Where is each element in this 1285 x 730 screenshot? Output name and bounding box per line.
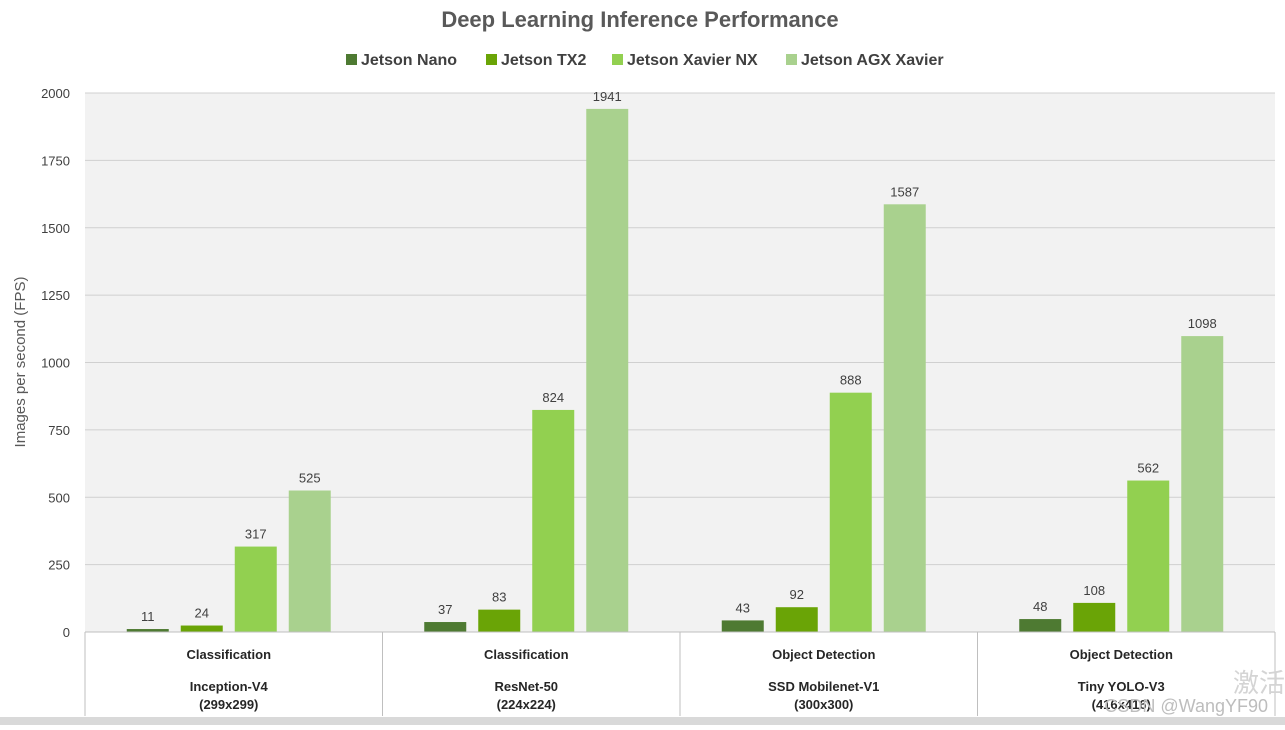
category-size-label: (224x224) [497,697,556,712]
bar [1019,619,1062,632]
category-size-label: (416x416) [1092,697,1151,712]
data-label: 108 [1083,583,1105,598]
data-label: 525 [299,471,321,486]
bar [126,629,169,632]
bar [775,607,818,632]
bar [1073,602,1116,632]
y-tick-label: 2000 [41,86,70,101]
watermark-text: CSDN @WangYF90 [1104,696,1268,716]
bar [1127,480,1170,632]
legend-swatch [486,54,497,65]
y-tick-label: 1500 [41,221,70,236]
category-task-label: Object Detection [772,647,875,662]
legend-label: Jetson Xavier NX [627,52,758,69]
watermark-corner-text: 激活 [1233,668,1285,698]
category-model-label: Inception-V4 [190,679,269,694]
data-label: 37 [438,602,452,617]
y-tick-label: 0 [63,625,70,640]
legend-swatch [346,54,357,65]
data-label: 317 [245,527,267,542]
data-label: 92 [790,587,804,602]
category-task-label: Classification [484,647,569,662]
data-label: 1941 [593,89,622,104]
data-label: 1587 [890,184,919,199]
y-tick-label: 1750 [41,153,70,168]
category-model-label: SSD Mobilenet-V1 [768,679,879,694]
bar [721,620,764,632]
legend-label: Jetson TX2 [501,52,586,69]
category-table: Classification Inception-V4 (299x299) Class… [84,631,1276,716]
y-tick-label: 500 [48,490,70,505]
category-task-label: Classification [186,647,271,662]
category-model-label: ResNet-50 [494,679,558,694]
data-label: 11 [141,609,155,624]
category-size-label: (300x300) [794,697,853,712]
data-label: 824 [542,390,564,405]
bar [1181,336,1224,632]
y-tick-label: 250 [48,558,70,573]
y-tick-label: 750 [48,423,70,438]
category-size-label: (299x299) [199,697,258,712]
data-label: 83 [492,590,506,605]
bars: 11 24 317 525 37 83 824 1941 43 92 888 1587 48 108 562… [126,89,1224,632]
bar [586,108,629,632]
bar [234,546,277,632]
bar [829,392,872,632]
legend-label: Jetson AGX Xavier [801,52,944,69]
y-axis-label: Images per second (FPS) [12,277,29,448]
gridlines [85,92,1275,633]
legend: Jetson Nano Jetson TX2 Jetson Xavier NX Jet… [346,52,944,69]
y-axis: 0 250 500 750 1000 1250 1500 1750 2000 [41,86,70,640]
bar [532,409,575,632]
bar [180,625,223,632]
bottom-scrollbar[interactable] [0,717,1285,725]
data-label: 48 [1033,599,1047,614]
data-label: 43 [736,600,750,615]
legend-label: Jetson Nano [361,52,457,69]
data-label: 1098 [1188,316,1217,331]
legend-swatch [612,54,623,65]
legend-swatch [786,54,797,65]
bar [478,609,521,632]
category-task-label: Object Detection [1070,647,1173,662]
chart-title: Deep Learning Inference Performance [441,7,838,32]
y-tick-label: 1250 [41,288,70,303]
bar [288,490,331,632]
data-label: 562 [1137,461,1159,476]
data-label: 888 [840,373,862,388]
bar [883,204,926,632]
data-label: 24 [195,606,209,621]
bar [424,622,467,632]
category-model-label: Tiny YOLO-V3 [1078,679,1165,694]
y-tick-label: 1000 [41,356,70,371]
